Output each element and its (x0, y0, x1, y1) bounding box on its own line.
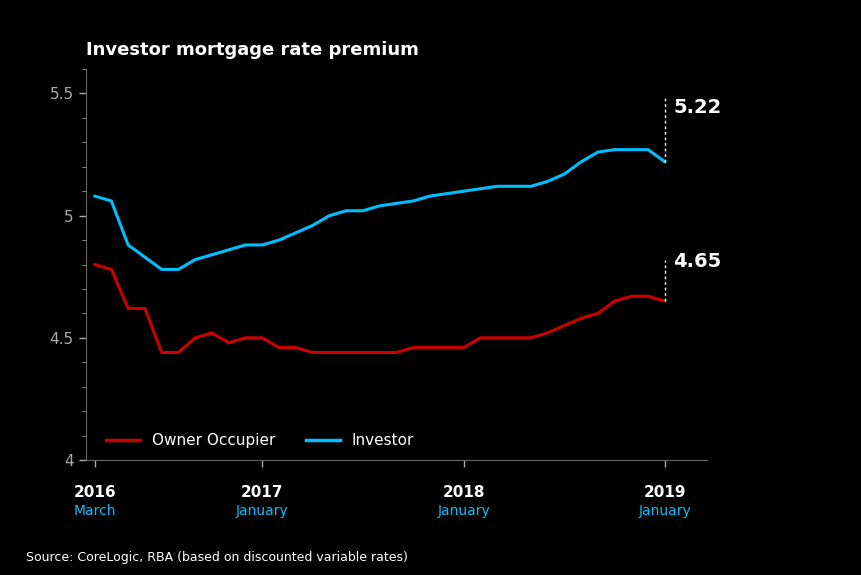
Text: 2018: 2018 (442, 485, 484, 500)
Text: January: January (236, 504, 288, 519)
Text: March: March (73, 504, 115, 519)
Text: 2019: 2019 (643, 485, 685, 500)
Text: Investor mortgage rate premium: Investor mortgage rate premium (86, 41, 418, 59)
Legend: Owner Occupier, Investor: Owner Occupier, Investor (106, 434, 414, 448)
Text: 2017: 2017 (241, 485, 283, 500)
Text: January: January (437, 504, 489, 519)
Text: 2016: 2016 (73, 485, 115, 500)
Text: 5.22: 5.22 (672, 98, 721, 117)
Text: 4.65: 4.65 (672, 252, 721, 271)
Text: January: January (638, 504, 691, 519)
Text: Source: CoreLogic, RBA (based on discounted variable rates): Source: CoreLogic, RBA (based on discoun… (26, 550, 407, 564)
